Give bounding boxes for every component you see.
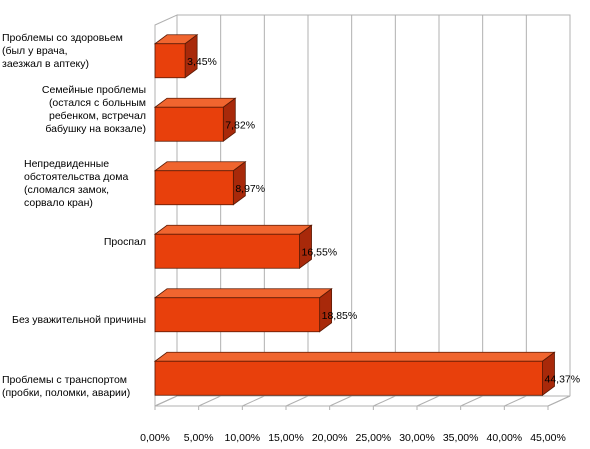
bar-top-face [153, 288, 333, 299]
gridlines [154, 15, 571, 410]
bar-top-face [153, 224, 313, 235]
back-wall-border [177, 14, 571, 396]
bar-front-face [154, 360, 543, 396]
data-label: 44,37% [544, 373, 580, 385]
floor-gridline [242, 395, 265, 407]
bar-front-face [154, 233, 300, 269]
bars: 3,45% 7,82% 8,97% 16,55% 18,85% 44,37% [153, 33, 580, 397]
bar-top-face [153, 161, 247, 172]
floor-gridline [416, 395, 440, 407]
data-label: 8,97% [235, 183, 265, 195]
x-tick-label: 40,00% [487, 432, 523, 444]
chart-walls [154, 14, 571, 407]
bar-front-face [154, 297, 321, 333]
data-label: 3,45% [187, 56, 217, 68]
data-label: 18,85% [322, 310, 358, 322]
floor-gridline [547, 395, 571, 407]
bar: 7,82% [153, 97, 255, 143]
floor-gridline [329, 395, 352, 407]
x-tick-label: 20,00% [312, 432, 348, 444]
x-tick-label: 15,00% [268, 432, 304, 444]
x-tick-label: 0,00% [140, 432, 170, 444]
data-label: 7,82% [225, 119, 255, 131]
category-label-transport: Проблемы с транспортом (пробки, поломки,… [2, 374, 131, 399]
bar: 44,37% [153, 351, 580, 397]
floor-gridline [373, 395, 396, 407]
bar-top-face [153, 351, 556, 362]
bar-top-face [153, 97, 237, 108]
x-tick-label: 45,00% [530, 432, 566, 444]
x-axis-tick-labels: 0,00% 5,00% 10,00% 15,00% 20,00% 25,00% 30,00%… [140, 432, 566, 444]
x-tick-label: 5,00% [184, 432, 214, 444]
floor-gridline [154, 395, 178, 407]
bar: 8,97% [153, 160, 265, 206]
floor-gridline [504, 395, 527, 407]
floor-gridline [460, 395, 483, 407]
category-label-overslept: Проспал [103, 236, 146, 248]
floor-gridline [198, 395, 221, 407]
x-tick-label: 30,00% [399, 432, 435, 444]
category-label-health: Проблемы со здоровьем (был у врача, заез… [2, 32, 123, 70]
bar-front-face [154, 43, 186, 79]
bar: 18,85% [153, 287, 358, 333]
bar: 3,45% [153, 33, 217, 79]
bar: 16,55% [153, 224, 338, 270]
floor-gridline [285, 395, 309, 407]
x-tick-label: 10,00% [225, 432, 261, 444]
category-label-no-reason: Без уважительной причины [12, 314, 146, 326]
x-tick-label: 35,00% [443, 432, 479, 444]
bar-front-face [154, 106, 224, 142]
bar-front-face [154, 170, 234, 206]
x-tick-label: 25,00% [356, 432, 392, 444]
category-label-family: Семейные проблемы (остался с больным реб… [41, 84, 146, 135]
data-label: 16,55% [302, 246, 338, 258]
category-label-home: Непредвиденные обстоятельства дома (слом… [24, 158, 129, 209]
